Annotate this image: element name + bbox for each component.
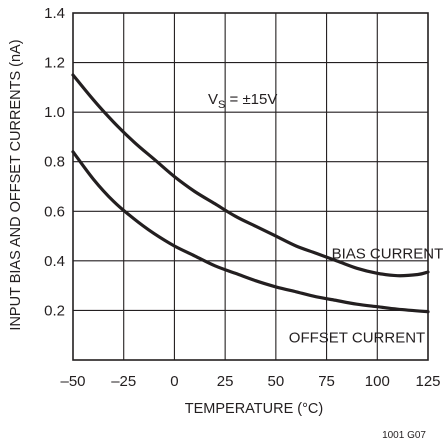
x-tick-label: 0 bbox=[170, 373, 178, 390]
vs-annotation: VS = ±15V bbox=[208, 91, 277, 111]
x-tick-label: 50 bbox=[268, 373, 285, 390]
x-tick-label: 25 bbox=[217, 373, 234, 390]
y-tick-labels: 0.2 0.4 0.6 0.8 1.0 1.2 1.4 bbox=[44, 5, 65, 319]
y-tick-label: 1.0 bbox=[44, 104, 65, 121]
y-tick-label: 0.4 bbox=[44, 253, 65, 270]
x-tick-label: –50 bbox=[60, 373, 85, 390]
figure-code: 1001 G07 bbox=[382, 430, 426, 441]
y-tick-label: 0.2 bbox=[44, 302, 65, 319]
x-tick-labels: –50 –25 0 25 50 75 100 125 bbox=[60, 373, 440, 390]
vs-annotation-rest: = ±15V bbox=[225, 91, 277, 108]
y-tick-label: 1.4 bbox=[44, 5, 65, 22]
x-tick-label: 125 bbox=[415, 373, 440, 390]
vs-annotation-main: V bbox=[208, 91, 218, 108]
plot-frame bbox=[72, 12, 429, 361]
x-tick-label: 75 bbox=[318, 373, 335, 390]
y-tick-label: 1.2 bbox=[44, 55, 65, 72]
series-labels: BIAS CURRENT OFFSET CURRENT bbox=[289, 245, 443, 346]
grid bbox=[73, 13, 428, 360]
curves bbox=[71, 73, 430, 314]
x-tick-label: –25 bbox=[111, 373, 136, 390]
y-axis-label: INPUT BIAS AND OFFSET CURRENTS (nA) bbox=[8, 39, 24, 330]
offset-current-label: OFFSET CURRENT bbox=[289, 330, 425, 347]
y-tick-label: 0.6 bbox=[44, 203, 65, 220]
bias-current-line bbox=[71, 73, 430, 278]
offset-current-line bbox=[71, 150, 430, 314]
x-axis-label: TEMPERATURE (°C) bbox=[185, 401, 323, 417]
x-tick-label: 100 bbox=[365, 373, 390, 390]
bias-current-label: BIAS CURRENT bbox=[332, 245, 443, 262]
vs-annotation-subscript: S bbox=[218, 99, 225, 111]
y-tick-label: 0.8 bbox=[44, 154, 65, 171]
